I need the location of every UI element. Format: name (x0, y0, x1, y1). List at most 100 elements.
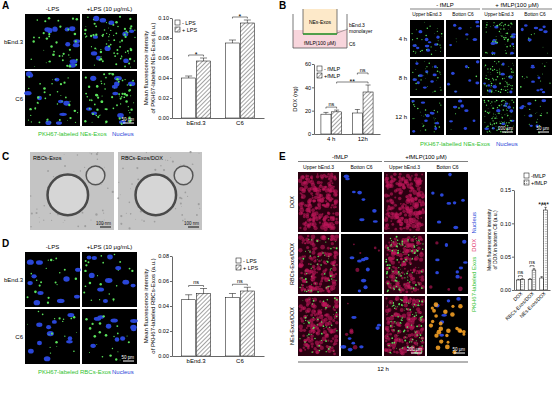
micrograph-nucleus (130, 284, 135, 288)
micrograph-nucleus (37, 96, 42, 101)
micrograph-dox (398, 213, 401, 216)
tem-speck (51, 220, 52, 221)
micrograph-exosome (513, 46, 514, 47)
micrograph-exosome (96, 85, 98, 87)
micrograph-dox (414, 173, 418, 177)
micrograph-exosome (506, 76, 508, 78)
micrograph-exosome (546, 62, 548, 64)
group-header: - fMLP (436, 2, 454, 8)
micrograph-nucleus (416, 47, 419, 49)
tem-speck (97, 152, 98, 153)
tem-speck (131, 183, 133, 185)
micrograph-exosome (420, 130, 422, 132)
scale-bar (188, 227, 199, 228)
micrograph-nucleus (460, 104, 464, 107)
y-tick: 20 (305, 108, 314, 114)
micrograph-exosome (85, 77, 87, 79)
micrograph-exosome (501, 104, 502, 105)
micrograph-dox (305, 243, 307, 245)
error-bar (244, 287, 251, 291)
micrograph-exosome (49, 94, 51, 96)
micrograph-exosome (119, 78, 121, 80)
micrograph-exosome (130, 108, 132, 110)
micrograph-nucleus (105, 278, 113, 283)
micrograph-dox (327, 173, 329, 175)
micrograph-background (25, 71, 80, 126)
micrograph-exosome (488, 113, 490, 115)
micrograph-nucleus (415, 62, 418, 65)
micrograph-exosome (328, 286, 329, 287)
micrograph-exosome (333, 265, 334, 266)
micrograph-exosome (510, 45, 512, 47)
micrograph-exosome (48, 334, 49, 335)
y-tick: 0.06 (158, 278, 172, 284)
micrograph-dox (331, 286, 335, 290)
micrograph-exosome (108, 73, 110, 75)
micrograph-exosome (503, 77, 505, 79)
micrograph-dox (305, 176, 307, 178)
micrograph-background (82, 14, 137, 69)
micrograph-exosome (102, 356, 104, 358)
micrograph-nucleus (120, 336, 125, 341)
micrograph-exosome (498, 113, 500, 115)
micrograph-exosome (510, 120, 511, 121)
micrograph-nucleus (52, 320, 57, 324)
micrograph-exosome (439, 72, 440, 73)
micrograph-nucleus (437, 220, 441, 223)
micrograph-exosome (535, 100, 537, 102)
micrograph-nucleus (418, 74, 423, 77)
micrograph-dox (332, 262, 335, 265)
micrograph-exosome (44, 91, 46, 93)
micrograph-nucleus (36, 260, 43, 265)
y-tick: 0.00 (158, 353, 172, 359)
micrograph-dox (390, 220, 392, 222)
micrograph-nucleus (430, 80, 433, 82)
micrograph-exosome (84, 33, 86, 35)
micrograph-dox (400, 203, 402, 205)
micrograph-dox (307, 201, 311, 205)
micrograph-dox (402, 185, 406, 189)
micrograph-dox (307, 188, 311, 192)
error-bar (200, 289, 207, 294)
micrograph-nucleus (366, 268, 370, 272)
micrograph-background (82, 309, 137, 364)
y-tick: 0.02 (158, 328, 172, 334)
micrograph-exosome (130, 48, 132, 50)
significance-label: ns (328, 101, 334, 107)
micrograph-dox (326, 287, 329, 290)
micrograph-exosome (55, 41, 57, 43)
tem-speck (38, 221, 40, 223)
micrograph-nucleus (73, 39, 80, 43)
y-tick-label: 0.04 (158, 303, 169, 309)
micrograph-dox (393, 172, 397, 176)
micrograph-exosome (496, 122, 498, 124)
micrograph-dox (401, 271, 403, 273)
micrograph-exosome (416, 60, 418, 62)
micrograph-exosome (101, 101, 103, 103)
micrograph-exosome (500, 91, 502, 93)
micrograph-dox (409, 189, 412, 192)
micrograph-exosome (487, 131, 488, 132)
micrograph-nucleus (421, 101, 425, 103)
tem-speck (73, 170, 75, 172)
x-axis-line (173, 118, 265, 119)
micrograph-exosome (494, 101, 495, 102)
tem-speck (117, 197, 119, 199)
micrograph-dox (335, 273, 338, 276)
micrograph-dox (322, 186, 327, 191)
micrograph-exosome (507, 39, 508, 40)
micrograph-exosome (490, 123, 491, 124)
micrograph-dox (318, 260, 321, 263)
micrograph-dox (307, 235, 309, 237)
micrograph-dox (324, 262, 326, 264)
micrograph-nucleus (93, 16, 99, 21)
micrograph-exosome (493, 22, 494, 23)
y-tick-mark (312, 87, 314, 88)
y-tick-mark (170, 331, 172, 332)
y-axis-title: DOX (ng) (292, 86, 298, 111)
significance-bracket (232, 284, 247, 286)
micrograph-exosome (53, 51, 55, 53)
micrograph-dox (331, 242, 334, 245)
micrograph-exosome (455, 38, 457, 40)
micrograph-exosome (511, 71, 512, 72)
